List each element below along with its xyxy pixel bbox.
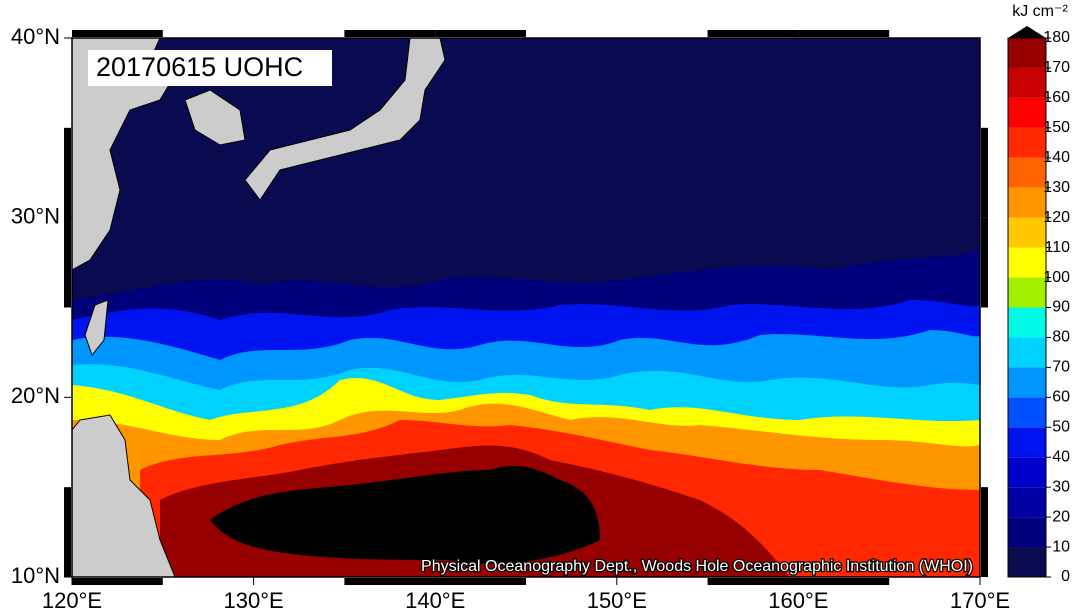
colorbar-bin bbox=[1008, 97, 1046, 128]
colorbar-tick-label: 110 bbox=[1044, 239, 1070, 256]
frame-segment bbox=[798, 30, 890, 37]
colorbar-tick-label: 90 bbox=[1052, 299, 1070, 316]
land-japan bbox=[244, 38, 446, 201]
colorbar-tick-label: 10 bbox=[1052, 538, 1070, 555]
colorbar-bin bbox=[1008, 487, 1046, 518]
colorbar-tick-label: 160 bbox=[1043, 89, 1070, 106]
colorbar-unit: kJ cm⁻² bbox=[1012, 3, 1068, 20]
frame-segment bbox=[981, 487, 988, 577]
y-tick-label: 40°N bbox=[11, 24, 60, 49]
x-tick-label: 160°E bbox=[768, 588, 828, 613]
x-tick-label: 130°E bbox=[224, 588, 284, 613]
ohc-field bbox=[72, 38, 980, 577]
land-philippines bbox=[72, 414, 176, 577]
frame-segment bbox=[64, 127, 71, 218]
land-korea bbox=[184, 89, 246, 146]
frame-segment bbox=[435, 578, 526, 585]
colorbar-tick-label: 180 bbox=[1043, 29, 1070, 46]
colorbar-tick-label: 130 bbox=[1043, 179, 1070, 196]
land-taiwan bbox=[84, 299, 109, 357]
frame-segment bbox=[981, 217, 988, 308]
colorbar-bin bbox=[1008, 187, 1046, 218]
title-box bbox=[88, 50, 332, 86]
band-180 bbox=[210, 465, 600, 564]
frame-segment bbox=[72, 578, 163, 585]
y-tick-label: 30°N bbox=[11, 203, 60, 228]
x-tick-label: 170°E bbox=[950, 588, 1010, 613]
colorbar-tick-label: 140 bbox=[1043, 149, 1070, 166]
map-title: 20170615 UOHC bbox=[96, 52, 303, 82]
colorbar-tick-label: 80 bbox=[1052, 329, 1070, 346]
colorbar-bin bbox=[1008, 277, 1046, 308]
colorbar-over bbox=[1008, 26, 1046, 38]
colorbar-bin bbox=[1008, 127, 1046, 158]
frame-segment bbox=[72, 30, 163, 37]
colorbar-tick-label: 0 bbox=[1061, 568, 1070, 585]
colorbar-bin bbox=[1008, 427, 1046, 458]
colorbar-bin bbox=[1008, 517, 1046, 548]
frame-segment bbox=[344, 578, 436, 585]
colorbar-bin bbox=[1008, 247, 1046, 278]
frame-segment bbox=[344, 30, 436, 37]
y-tick-label: 10°N bbox=[11, 563, 60, 588]
colorbar-tick-label: 170 bbox=[1043, 59, 1070, 76]
colorbar-bin bbox=[1008, 38, 1046, 68]
frame-segment bbox=[981, 127, 988, 218]
colorbar-tick-label: 30 bbox=[1052, 478, 1070, 495]
colorbar-bin bbox=[1008, 307, 1046, 338]
colorbar-tick-label: 70 bbox=[1052, 359, 1070, 376]
frame-segment bbox=[798, 578, 890, 585]
colorbar-bin bbox=[1008, 547, 1046, 577]
frame-segment bbox=[707, 578, 799, 585]
x-tick-label: 120°E bbox=[42, 588, 102, 613]
colorbar-tick-label: 20 bbox=[1052, 508, 1070, 525]
colorbar-tick-label: 120 bbox=[1043, 209, 1070, 226]
colorbar-bin bbox=[1008, 397, 1046, 428]
colorbar-tick-label: 60 bbox=[1052, 389, 1070, 406]
colorbar-bin bbox=[1008, 217, 1046, 248]
frame-segment bbox=[435, 30, 526, 37]
colorbar-bin bbox=[1008, 367, 1046, 398]
colorbar-bin bbox=[1008, 157, 1046, 188]
plot-frame bbox=[71, 37, 981, 578]
colorbar-tick-label: 40 bbox=[1052, 448, 1070, 465]
frame-segment bbox=[64, 217, 71, 308]
x-tick-label: 150°E bbox=[587, 588, 647, 613]
colorbar-bin bbox=[1008, 337, 1046, 368]
colorbar-bin bbox=[1008, 457, 1046, 488]
frame-segment bbox=[707, 30, 799, 37]
colorbar-tick-label: 100 bbox=[1043, 269, 1070, 286]
colorbar-bin bbox=[1008, 67, 1046, 98]
colorbar-tick-label: 150 bbox=[1043, 119, 1070, 136]
credit: Physical Oceanography Dept., Woods Hole … bbox=[421, 558, 973, 575]
y-tick-label: 20°N bbox=[11, 383, 60, 408]
colorbar-tick-label: 50 bbox=[1052, 418, 1070, 435]
frame-segment bbox=[64, 487, 71, 577]
x-tick-label: 140°E bbox=[405, 588, 465, 613]
